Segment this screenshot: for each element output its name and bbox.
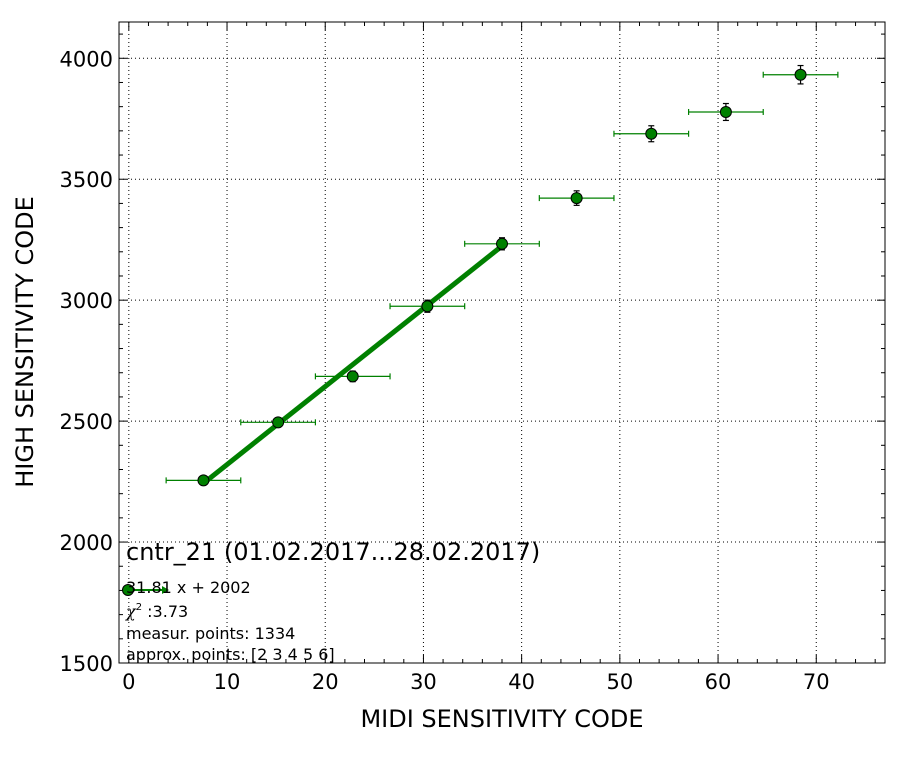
legend-arrowhead bbox=[162, 586, 169, 594]
point-marker bbox=[346, 370, 359, 383]
data-point bbox=[762, 64, 839, 85]
grid-lines bbox=[119, 22, 885, 664]
x-axis-title: MIDI SENSITIVITY CODE bbox=[360, 705, 643, 733]
y-tick-label: 3000 bbox=[60, 289, 113, 313]
y-tick-label: 4000 bbox=[60, 47, 113, 71]
measur-points: measur. points: 1334 bbox=[126, 624, 295, 643]
point-marker bbox=[197, 474, 210, 487]
point-marker bbox=[421, 300, 434, 313]
data-point bbox=[687, 102, 764, 122]
data-point bbox=[613, 125, 690, 143]
data-point bbox=[464, 237, 540, 251]
fit-equation: 31.81 x + 2002 bbox=[126, 578, 251, 597]
data-point bbox=[314, 370, 391, 383]
chi-symbol: χ bbox=[125, 602, 137, 621]
y-tick-labels: 1500 2000 2500 3000 3500 4000 bbox=[60, 47, 113, 676]
plot-frame bbox=[118, 21, 886, 664]
y-tick-label: 3500 bbox=[60, 168, 113, 192]
data-point bbox=[389, 299, 466, 313]
legend-marker bbox=[122, 584, 169, 596]
x-tick-label: 70 bbox=[803, 670, 830, 694]
legend-dot bbox=[122, 584, 134, 596]
point-marker bbox=[645, 127, 658, 140]
fit-line bbox=[201, 244, 504, 486]
minor-ticks bbox=[119, 22, 885, 664]
y-tick-label: 2500 bbox=[60, 410, 113, 434]
data-points-group bbox=[165, 64, 839, 487]
annotation-title: cntr_21 (01.02.2017...28.02.2017) bbox=[126, 538, 540, 566]
point-marker bbox=[794, 68, 807, 81]
x-tick-label: 10 bbox=[214, 670, 241, 694]
y-tick-label: 1500 bbox=[60, 652, 113, 676]
chi-exponent: 2 bbox=[136, 602, 142, 613]
point-marker bbox=[719, 105, 732, 118]
x-tick-label: 20 bbox=[312, 670, 339, 694]
x-tick-label: 30 bbox=[410, 670, 437, 694]
data-point bbox=[165, 474, 242, 487]
chi-squared: χ2 :3.73 bbox=[125, 602, 188, 621]
y-tick-label: 2000 bbox=[60, 531, 113, 555]
point-marker bbox=[570, 192, 583, 205]
x-tick-label: 40 bbox=[508, 670, 535, 694]
fit-line-group bbox=[201, 244, 504, 486]
point-marker bbox=[272, 416, 285, 429]
x-tick-label: 50 bbox=[606, 670, 633, 694]
approx-points: approx. points: [2 3 4 5 6] bbox=[126, 645, 335, 664]
x-tick-label: 60 bbox=[705, 670, 732, 694]
x-tick-label: 0 bbox=[122, 670, 135, 694]
annotation-box: cntr_21 (01.02.2017...28.02.2017) 31.81 … bbox=[122, 538, 540, 664]
data-point bbox=[538, 190, 615, 206]
y-axis-title: HIGH SENSITIVITY CODE bbox=[11, 196, 39, 488]
data-point bbox=[240, 416, 317, 429]
x-tick-labels: 0 10 20 30 40 50 60 70 bbox=[122, 670, 829, 694]
point-marker bbox=[496, 237, 508, 250]
chi-value: :3.73 bbox=[142, 602, 188, 621]
